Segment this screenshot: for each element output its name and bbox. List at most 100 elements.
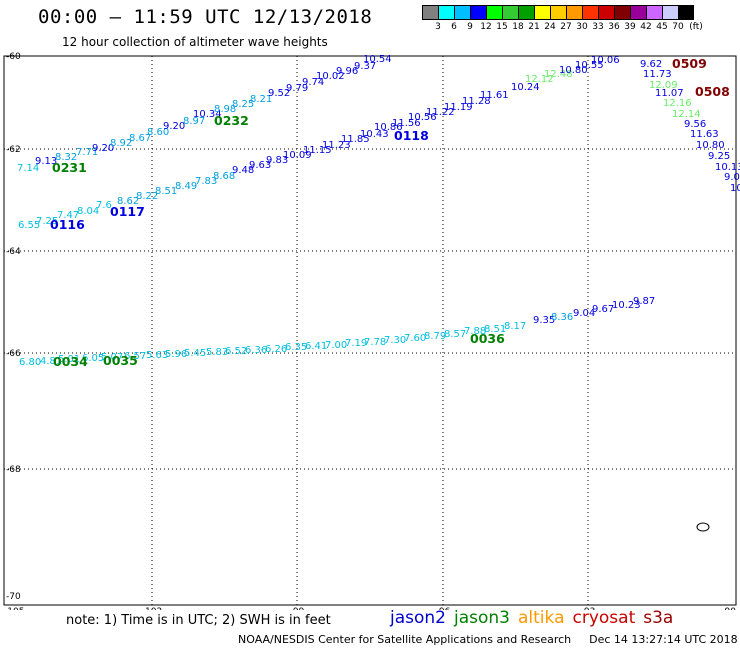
credit-line: NOAA/NESDIS Center for Satellite Applica…: [238, 633, 738, 646]
swh-label: 9.87: [633, 296, 655, 307]
pass-time-label: 0231: [52, 160, 87, 175]
swh-label: 8.51: [155, 186, 177, 197]
pass-time-label: 0508: [695, 84, 730, 99]
lat-tick-label: -62: [6, 145, 21, 155]
swh-label: 8.36: [551, 312, 573, 323]
lon-tick-label: -105: [4, 607, 24, 610]
swh-label: 8.97: [183, 116, 205, 127]
swh-label: 9.25: [708, 151, 730, 162]
swh-label: 10.43: [360, 129, 389, 140]
swh-label: 7.60: [404, 333, 426, 344]
swh-label: 8.79: [424, 331, 446, 342]
swh-label: 12.16: [663, 98, 692, 109]
swh-label: 6.52: [225, 346, 247, 357]
swh-label: 7.19: [345, 338, 367, 349]
pass-time-label: 0036: [470, 331, 505, 346]
swh-label: 7.25: [36, 216, 58, 227]
swh-label: 5.07: [101, 352, 123, 363]
lon-tick-label: -96: [436, 607, 451, 610]
swh-label: 10.86: [374, 122, 403, 133]
swh-label: 9.0: [724, 172, 740, 183]
swh-label: 5.45: [184, 348, 206, 359]
lon-tick-label: -90: [721, 607, 736, 610]
swh-label: 9.37: [354, 61, 376, 72]
legend-swatch: [614, 5, 630, 20]
footer-note: note: 1) Time is in UTC; 2) SWH is in fe…: [66, 613, 331, 628]
swh-label: 10.02: [316, 71, 345, 82]
swh-label: 6.36: [245, 345, 267, 356]
swh-label: 12.48: [544, 69, 573, 80]
track-0509: 9.6211.7312.0911.0712.1612.149.5611.6310…: [640, 56, 740, 194]
swh-label: 9.79: [286, 83, 308, 94]
swh-label: 7.71: [76, 147, 98, 158]
legend-swatch: [646, 5, 662, 20]
swh-label: 8.25: [232, 99, 254, 110]
swh-label: 11.23: [322, 140, 351, 151]
swh-label: 10.06: [591, 55, 620, 66]
swh-label: 10.13: [715, 162, 740, 173]
legend-swatch: [678, 5, 694, 20]
swh-label: 7.6: [96, 200, 112, 211]
legend-tick: 21: [528, 22, 540, 32]
swh-label: 10.54: [363, 54, 392, 65]
swh-label: 8.17: [504, 321, 526, 332]
swh-label: 9.52: [268, 88, 290, 99]
swh-label: 12.12: [525, 74, 554, 85]
track-0118: 0118: [394, 128, 429, 143]
swh-label: 5.01: [58, 354, 80, 365]
swh-label: 11.85: [341, 134, 370, 145]
swh-label: 8.57: [444, 329, 466, 340]
map-subtitle: 12 hour collection of altimeter wave hei…: [62, 35, 328, 49]
swh-label: 11.28: [462, 96, 491, 107]
swh-label: 5.63: [146, 350, 168, 361]
swh-label: 10.80: [559, 65, 588, 76]
legend-color-bar: [422, 5, 694, 20]
legend-swatch: [582, 5, 598, 20]
legend-swatch: [422, 5, 438, 20]
track-0231: 7.149.138.327.719.208.928.678.609.208.97…: [17, 54, 392, 175]
swh-label: 6.55: [18, 220, 40, 231]
pass-time-label: 0035: [103, 353, 138, 368]
legend-swatch: [534, 5, 550, 20]
swh-label: 7.30: [384, 335, 406, 346]
swh-label: 7.83: [195, 176, 217, 187]
swh-label: 10.80: [696, 140, 725, 151]
lon-tick-label: -99: [290, 607, 305, 610]
swh-label: 7.88: [464, 326, 486, 337]
legend-tick: 45: [656, 22, 668, 32]
satellite-jason3: jason3: [454, 608, 510, 628]
legend-tick: 27: [560, 22, 572, 32]
swh-label: 11.61: [480, 90, 509, 101]
legend-swatch: [518, 5, 534, 20]
legend-swatch: [598, 5, 614, 20]
legend-tick: 70: [672, 22, 684, 32]
pass-time-label: 0509: [672, 56, 707, 71]
swh-label: 6.26: [265, 344, 287, 355]
swh-label: 10.34: [193, 109, 222, 120]
swh-label: 4.81: [40, 356, 62, 367]
swh-label: 10.55: [575, 60, 604, 71]
swh-label: 8.04: [77, 206, 99, 217]
swh-label: 6.35: [285, 342, 307, 353]
track-0034: 6.804.815.01 6.055.07 6.57 5.635.965.45 5.83…: [19, 296, 655, 369]
map-frame: [3, 55, 737, 606]
legend-swatch: [550, 5, 566, 20]
swh-label: 8.60: [147, 127, 169, 138]
satellite-legend: jason2 jason3 altika cryosat s3a: [390, 608, 681, 628]
track-0117: 0117: [110, 204, 145, 219]
swh-label: 9.74: [302, 77, 324, 88]
lat-tick-label: -60: [6, 52, 21, 62]
legend-swatch: [502, 5, 518, 20]
swh-label: 8.62: [117, 196, 139, 207]
swh-label: 8.68: [213, 171, 235, 182]
swh-label: 5.83: [206, 347, 228, 358]
satellite-jason2: jason2: [390, 608, 446, 628]
pass-time-label: 0116: [50, 217, 85, 232]
track-0116: 6.557.257.478.047.6 8.628.228.518.497.838…: [18, 55, 620, 232]
swh-label: 11.63: [690, 129, 719, 140]
track-0035: 0035: [103, 353, 138, 368]
swh-label: 8.32: [55, 152, 77, 163]
legend-swatch: [454, 5, 470, 20]
legend-tick: 18: [512, 22, 524, 32]
legend-tick: (ft): [689, 22, 703, 32]
